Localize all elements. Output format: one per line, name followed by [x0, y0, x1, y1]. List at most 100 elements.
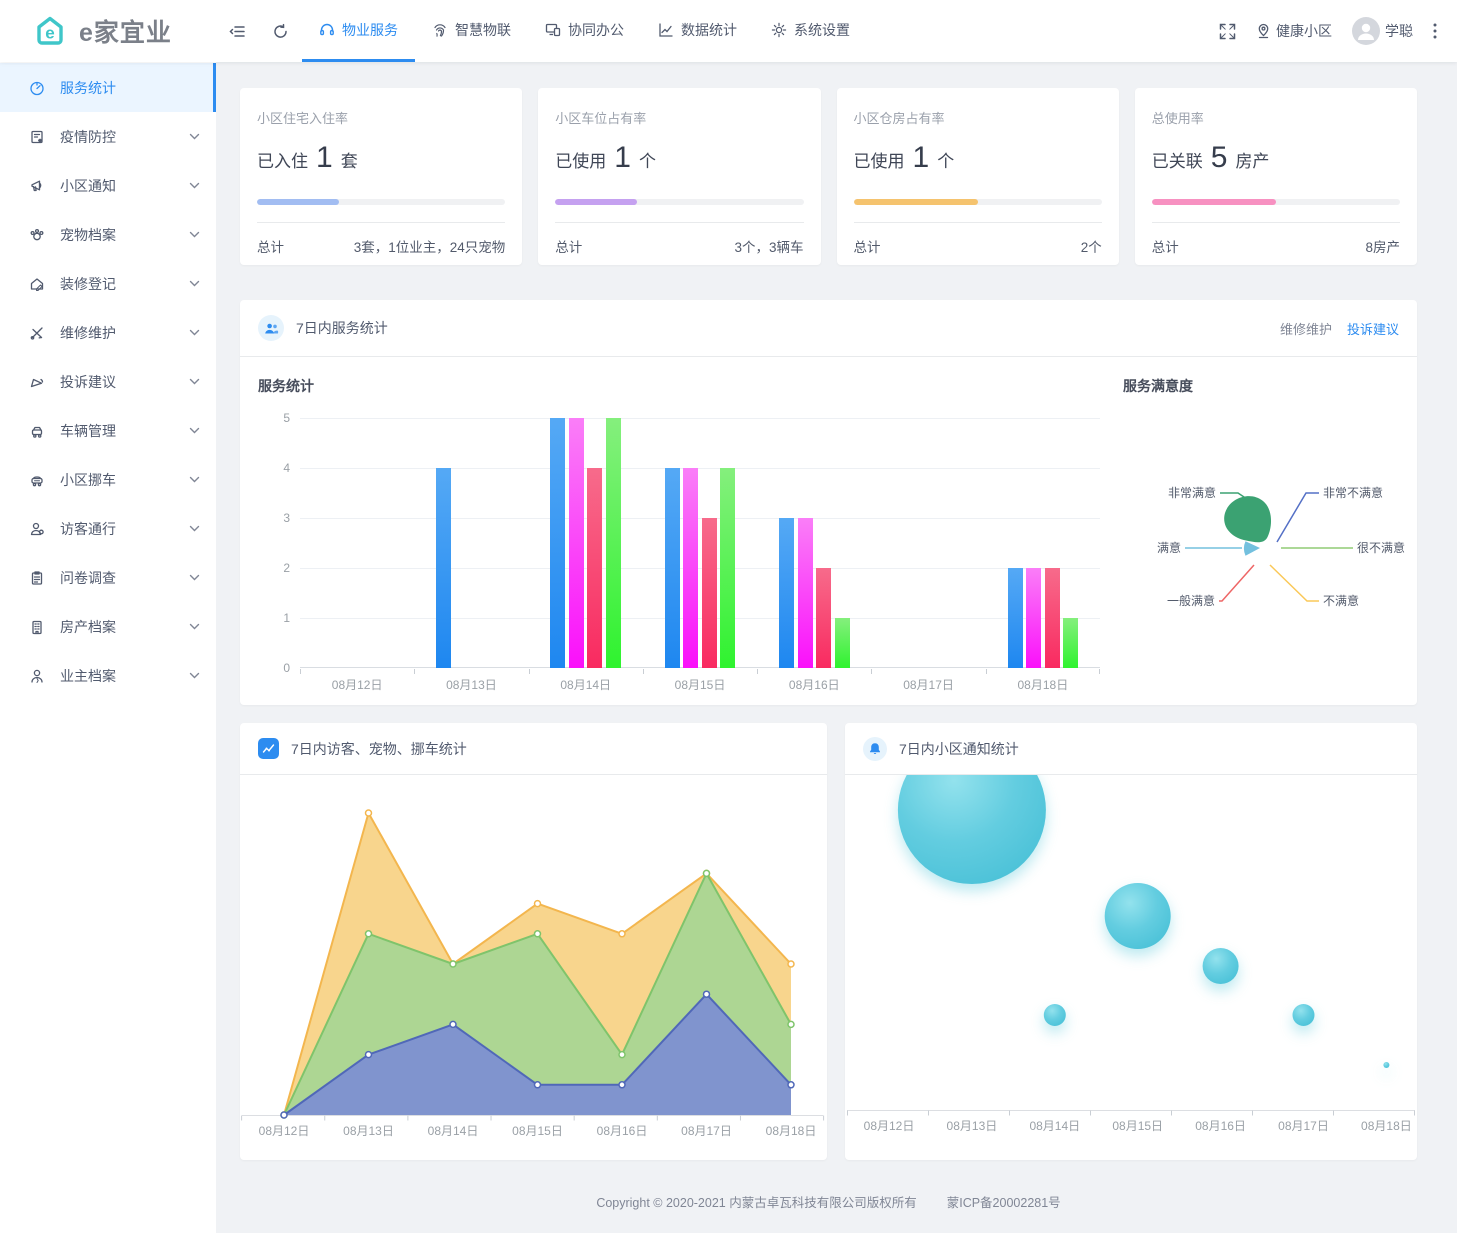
- sidebar-item-label: 投诉建议: [60, 373, 116, 390]
- x-axis-label: 08月17日: [681, 1124, 732, 1138]
- sidebar-icon-2: [29, 129, 45, 145]
- y-axis-label: 1: [283, 611, 290, 625]
- sidebar-item-2[interactable]: 疫情防控: [0, 112, 216, 161]
- sidebar-item-label: 服务统计: [60, 79, 116, 96]
- sidebar-item-8[interactable]: 车辆管理: [0, 406, 216, 455]
- bubble-08月15日[interactable]: [1104, 883, 1171, 949]
- service-stats-panel: 7日内服务统计 维修维护 投诉建议 服务统计 0 1 2 3 4 5 08月12日 08月13…: [240, 300, 1417, 705]
- x-axis-label: 08月14日: [1029, 1119, 1080, 1133]
- app-header: e e家宜业 物业服务: [0, 0, 1457, 62]
- point-series-blue: [618, 1081, 626, 1089]
- tab-data-stats[interactable]: 数据统计: [641, 0, 754, 62]
- sidebar-item-12[interactable]: 房产档案: [0, 602, 216, 651]
- point-series-yellow: [787, 960, 795, 968]
- more-menu-icon[interactable]: [1433, 23, 1437, 39]
- sidebar-item-11[interactable]: 问卷调查: [0, 553, 216, 602]
- sidebar-item-4[interactable]: 宠物档案: [0, 210, 216, 259]
- stat-progress-track: [1151, 199, 1400, 205]
- tab-co-office[interactable]: 协同办公: [528, 0, 641, 62]
- sidebar-item-3[interactable]: 小区通知: [0, 161, 216, 210]
- x-axis-label: 08月15日: [512, 1124, 563, 1138]
- community-selector[interactable]: 健康小区: [1256, 21, 1332, 41]
- x-axis-tick: [300, 669, 301, 674]
- visitor-panel-header: 7日内访客、宠物、挪车统计: [240, 723, 827, 775]
- tab-label: 系统设置: [794, 21, 850, 38]
- sidebar-icon-4: [29, 227, 45, 243]
- bar-series-pink: [587, 468, 603, 668]
- x-axis-tick: [528, 669, 530, 674]
- bubble-08月13日[interactable]: [897, 775, 1046, 884]
- tab-settings[interactable]: 系统设置: [754, 0, 867, 62]
- sidebar-item-10[interactable]: 访客通行: [0, 504, 216, 553]
- tab-repair-maintenance[interactable]: 维修维护: [1279, 321, 1332, 337]
- stat-value: 1: [912, 141, 930, 174]
- sidebar-item-13[interactable]: 业主档案: [0, 651, 216, 700]
- bar-series-magenta: [568, 418, 584, 668]
- sidebar-item-label: 宠物档案: [60, 226, 116, 243]
- bar-series-blue: [436, 468, 452, 668]
- devices-icon: [545, 22, 561, 38]
- x-axis-label: 08月15日: [1112, 1119, 1163, 1133]
- bar-series-pink: [1044, 568, 1060, 668]
- x-axis-label: 08月12日: [259, 1124, 310, 1138]
- bubble-08月17日[interactable]: [1292, 1004, 1315, 1026]
- pie-slice-satisfied[interactable]: [1243, 541, 1260, 556]
- bubble-chart-svg: 08月12日 08月13日 08月14日 08月15日 08月16日 08月17日 08月1…: [847, 775, 1415, 1133]
- sidebar-icon-6: [29, 325, 45, 341]
- stat-value: 1: [316, 141, 333, 174]
- notice-panel-header: 7日内小区通知统计: [845, 723, 1417, 775]
- notice-panel-title: 7日内小区通知统计: [899, 740, 1019, 757]
- bubble-08月16日[interactable]: [1202, 948, 1239, 984]
- bar-series-green: [720, 468, 736, 668]
- y-axis-label: 5: [283, 411, 290, 425]
- fingerprint-icon: [432, 22, 448, 38]
- point-series-yellow: [618, 930, 626, 938]
- sidebar-item-6[interactable]: 维修维护: [0, 308, 216, 357]
- sidebar-icon-5: [29, 276, 45, 292]
- bubble-08月14日[interactable]: [1043, 1004, 1066, 1026]
- sidebar-item-9[interactable]: 小区挪车: [0, 455, 216, 504]
- username: 学聪: [1385, 23, 1413, 39]
- pie-slice-very-satisfied[interactable]: [1224, 496, 1272, 543]
- logo[interactable]: e e家宜业: [0, 0, 216, 62]
- x-axis-label: 08月15日: [674, 678, 726, 692]
- refresh-icon[interactable]: [259, 0, 302, 62]
- point-series-green: [787, 1020, 795, 1029]
- stat-value: 1: [614, 141, 631, 174]
- x-axis-label: 08月18日: [1361, 1119, 1412, 1133]
- area-chart-svg: 08月12日 08月13日 08月14日 08月15日 08月16日 08月17日 08月1…: [241, 809, 825, 1138]
- y-axis-label: 2: [283, 561, 290, 575]
- user-menu[interactable]: 学聪: [1352, 17, 1413, 45]
- tab-property-service[interactable]: 物业服务: [302, 0, 415, 62]
- point-series-green: [364, 930, 373, 938]
- tab-complaints[interactable]: 投诉建议: [1346, 321, 1399, 337]
- stat-card-title: 小区住宅入住率: [257, 111, 349, 126]
- pie-label-unsatisfied: 不满意: [1323, 593, 1359, 608]
- icp-number: 蒙ICP备20002281号: [946, 1196, 1061, 1210]
- bubble-08月18日[interactable]: [1383, 1062, 1390, 1068]
- chevron-down-icon: [189, 574, 200, 581]
- satisfaction-title: 服务满意度: [1123, 378, 1193, 394]
- satisfaction-pie-chart: 非常满意 满意 一般满意 不满意 很不满意 非常不满意: [1157, 485, 1405, 608]
- gear-icon: [771, 22, 787, 38]
- sidebar-item-5[interactable]: 装修登记: [0, 259, 216, 308]
- y-axis-label: 3: [283, 511, 290, 525]
- sidebar-icon-12: [29, 619, 45, 635]
- stat-total-label: 总计: [1151, 240, 1179, 255]
- x-axis-label: 08月13日: [947, 1119, 998, 1133]
- notice-stats-panel: 7日内小区通知统计 08月12日 08月13日 08月14日 08月15日 08月16日…: [845, 723, 1417, 1160]
- stat-total-label: 总计: [257, 240, 284, 255]
- bar-series-blue: [1007, 568, 1023, 668]
- fullscreen-icon[interactable]: [1219, 23, 1236, 40]
- bar-series-magenta: [1026, 568, 1042, 668]
- sidebar-item-1[interactable]: 服务统计: [0, 63, 216, 112]
- point-series-blue: [787, 1081, 795, 1089]
- point-series-green: [449, 960, 457, 968]
- tab-smart-iot[interactable]: 智慧物联: [415, 0, 528, 62]
- sidebar-item-label: 房产档案: [60, 618, 116, 635]
- sidebar-item-7[interactable]: 投诉建议: [0, 357, 216, 406]
- point-series-blue: [702, 990, 711, 998]
- pie-line-very-satisfied: [1220, 492, 1251, 502]
- collapse-sidebar-icon[interactable]: [216, 0, 259, 62]
- x-axis-tick: [757, 669, 759, 674]
